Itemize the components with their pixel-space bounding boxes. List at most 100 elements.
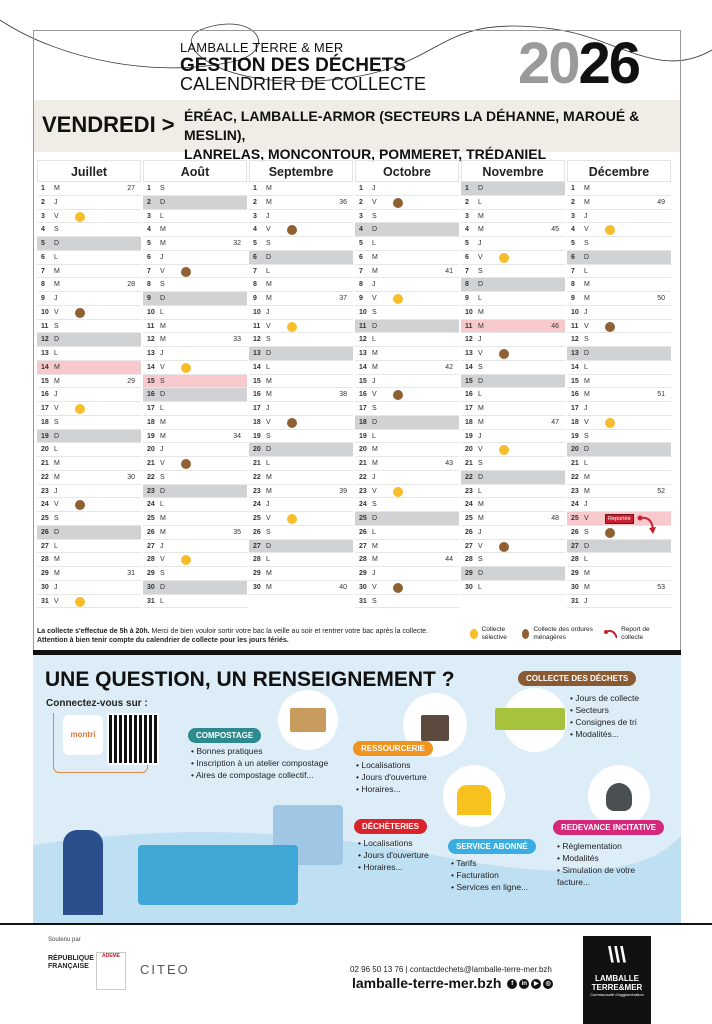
day-number: 4: [253, 226, 257, 234]
day-number: 27: [359, 542, 367, 550]
day-number: 12: [465, 336, 473, 344]
day-number: 21: [571, 460, 579, 467]
household-collection-dot: [287, 417, 297, 428]
weekday-letter: M: [584, 377, 590, 385]
day-number: 3: [359, 212, 363, 220]
day-number: 4: [359, 226, 363, 234]
list-item: Consignes de tri: [570, 716, 639, 728]
weekday-letter: S: [478, 363, 483, 371]
weekday-letter: D: [54, 240, 60, 247]
montri-app-link[interactable]: montri: [63, 715, 103, 755]
day-row: 20 D: [249, 443, 353, 457]
weekday-letter: M: [266, 295, 272, 302]
weekday-letter: J: [54, 487, 58, 495]
week-number: 48: [551, 515, 559, 522]
instagram-icon[interactable]: ◎: [543, 979, 554, 990]
year: 2026: [518, 30, 641, 97]
day-row: 12 L: [355, 333, 459, 347]
day-number: 1: [571, 185, 575, 192]
day-row: 22 J: [355, 471, 459, 485]
day-row: 7 M 41: [355, 265, 459, 279]
weekday-letter: M: [160, 336, 166, 344]
weekday-letter: M: [54, 460, 60, 467]
day-row: 20 L: [37, 443, 141, 457]
weekday-letter: M: [160, 322, 166, 330]
divider: [33, 650, 681, 655]
day-number: 14: [147, 363, 155, 371]
day-row: 11 M 46: [461, 319, 565, 334]
week-number: 34: [233, 432, 241, 440]
weekday-letter: M: [160, 528, 166, 536]
selective-collection-dot: [75, 211, 85, 222]
weekday-letter: D: [160, 487, 166, 495]
month-column: Août 1 S 2 D 3 L 4 M 5 M 32 6 J 7 V 8 S 9 D 10 L 11 M 12 M 33 13 J 14…: [143, 160, 247, 609]
selective-collection-dot: [181, 362, 191, 373]
linkedin-icon[interactable]: in: [519, 979, 530, 990]
day-number: 18: [465, 418, 473, 426]
weekday-letter: M: [584, 185, 590, 192]
weekday-letter: J: [160, 253, 164, 261]
day-number: 18: [41, 418, 49, 426]
day-row: 18 D: [355, 415, 459, 430]
day-number: 5: [147, 240, 151, 247]
day-number: 16: [465, 391, 473, 399]
day-number: 15: [465, 377, 473, 385]
day-row: 28 S: [461, 553, 565, 567]
day-row: 11 M: [143, 320, 247, 334]
day-row: 26 M 35: [143, 526, 247, 540]
contact-info[interactable]: 02 96 50 13 76 | contactdechets@lamballe…: [350, 965, 552, 974]
weekday-letter: J: [266, 212, 270, 220]
youtube-icon[interactable]: ▶: [531, 979, 542, 990]
household-collection-dot: [499, 349, 509, 359]
day-row: 4 M 45: [461, 223, 565, 237]
website-url[interactable]: lamballe-terre-mer.bzh: [352, 975, 502, 991]
week-number: 38: [339, 391, 347, 399]
day-number: 16: [147, 391, 155, 399]
day-number: 10: [465, 308, 473, 316]
collecte-list: Jours de collecteSecteursConsignes de tr…: [570, 692, 639, 740]
day-number: 5: [465, 240, 469, 247]
weekday-letter: V: [54, 308, 59, 316]
weekday-letter: L: [584, 267, 588, 275]
abonne-pill: SERVICE ABONNÉ: [448, 839, 536, 854]
day-row: 26 L: [355, 526, 459, 540]
day-number: 22: [359, 473, 367, 481]
day-row: 26 S: [249, 526, 353, 540]
weekday-letter: L: [266, 363, 270, 371]
household-collection-dot: [605, 321, 615, 332]
ademe-logo: ADEME: [96, 952, 126, 990]
day-row: 23 L: [461, 485, 565, 499]
day-row: 23 M 39: [249, 485, 353, 499]
day-row: 30 D: [143, 580, 247, 595]
logo-text: TERRE&MER: [591, 983, 643, 992]
day-number: 8: [147, 281, 151, 289]
day-number: 31: [571, 597, 579, 605]
household-collection-dot: [75, 500, 85, 511]
day-row: 27 D: [249, 539, 353, 554]
day-row: 25 V Reportée: [567, 512, 671, 534]
day-number: 14: [41, 363, 49, 371]
day-number: 12: [147, 336, 155, 344]
day-number: 6: [571, 253, 575, 261]
day-number: 22: [253, 473, 261, 481]
weekday-letter: M: [54, 556, 60, 564]
month-column: Novembre 1 D 2 L 3 M 4 M 45 5 J 6 V 7 S 8 D 9 L 10 M 11 M 46 12 J 1…: [461, 160, 565, 608]
day-number: 30: [359, 583, 367, 591]
day-row: 23 V: [355, 485, 459, 499]
day-row: 29 D: [461, 567, 565, 581]
day-row: 12 S: [567, 333, 671, 347]
qr-code[interactable]: [107, 713, 159, 765]
weekday-letter: L: [372, 432, 376, 440]
weekday-letter: M: [584, 570, 590, 577]
day-number: 4: [465, 226, 469, 234]
facebook-icon[interactable]: f: [507, 979, 518, 990]
collecte-pill: COLLECTE DES DÉCHETS: [518, 671, 637, 686]
website-link[interactable]: lamballe-terre-mer.bzh f in ▶ ◎: [352, 975, 554, 991]
day-row: 24 J: [567, 498, 671, 512]
day-number: 3: [465, 212, 469, 220]
day-number: 23: [465, 487, 473, 495]
weekday-letter: V: [160, 267, 165, 275]
